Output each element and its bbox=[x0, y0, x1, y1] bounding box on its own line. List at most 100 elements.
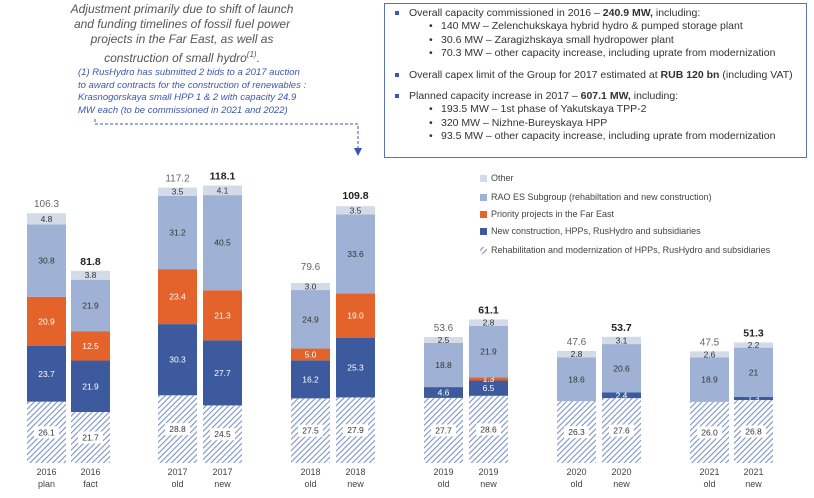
value-label: 2.8 bbox=[483, 318, 495, 328]
x-tick-label: 2018 new bbox=[345, 467, 366, 489]
value-label: 40.5 bbox=[214, 238, 231, 248]
label-bg bbox=[431, 424, 456, 437]
total-label: 118.1 bbox=[210, 170, 236, 182]
bar-segment bbox=[203, 290, 242, 341]
note-subitem: 140 MW – Zelenchukskaya hybrid hydro & p… bbox=[409, 20, 798, 34]
value-label: 18.8 bbox=[435, 360, 452, 370]
x-tick-label: 2019 new bbox=[478, 467, 499, 489]
note-subitem: 193.5 MW – 1st phase of Yakutskaya TPP-2 bbox=[409, 103, 798, 117]
bar-segment bbox=[158, 269, 197, 325]
value-label: 27.7 bbox=[435, 425, 452, 435]
total-label: 81.8 bbox=[80, 256, 101, 268]
bar-segment bbox=[291, 290, 330, 349]
x-tick-label: 2016 fact bbox=[80, 467, 101, 489]
bar-segment bbox=[27, 296, 66, 346]
bar-segment bbox=[690, 357, 729, 402]
legend-label: Rehabilitation and modernization of HPPs… bbox=[491, 245, 771, 255]
value-label: 3.5 bbox=[172, 187, 184, 197]
value-label: 18.6 bbox=[568, 374, 585, 384]
value-label: 23.7 bbox=[38, 369, 55, 379]
value-label: 21.7 bbox=[82, 433, 99, 443]
total-label: 106.3 bbox=[34, 199, 59, 210]
value-label: 20.6 bbox=[613, 363, 630, 373]
value-label: 28.6 bbox=[480, 424, 497, 434]
bar-segment bbox=[557, 357, 596, 402]
value-label: 27.9 bbox=[347, 425, 364, 435]
bar-segment bbox=[602, 344, 641, 393]
bar-segment bbox=[203, 185, 242, 196]
value-label: 16.2 bbox=[302, 374, 319, 384]
value-label: 21.9 bbox=[480, 347, 497, 357]
value-label: 4.8 bbox=[41, 214, 53, 224]
legend-swatch bbox=[480, 175, 487, 182]
note-item: Overall capacity commissioned in 2016 – … bbox=[393, 7, 798, 61]
note-sublist: 140 MW – Zelenchukskaya hybrid hydro & p… bbox=[409, 20, 798, 61]
value-label: 18.9 bbox=[701, 375, 718, 385]
note-text: Overall capex limit of the Group for 201… bbox=[409, 68, 661, 81]
note-subitem: 30.6 MW – Zaragizhskaya small hydropower… bbox=[409, 34, 798, 48]
bar-segment bbox=[158, 324, 197, 396]
label-bg bbox=[210, 428, 235, 441]
bar-segment bbox=[336, 214, 375, 294]
bar-segment bbox=[291, 348, 330, 361]
bar-segment bbox=[690, 351, 729, 358]
value-label: 2.8 bbox=[571, 349, 583, 359]
legend-swatch bbox=[480, 194, 487, 201]
value-label: 6.5 bbox=[483, 383, 495, 393]
legend-swatch bbox=[480, 247, 487, 254]
subtitle-end: . bbox=[256, 51, 260, 65]
label-bg bbox=[564, 426, 589, 439]
value-label: 12.5 bbox=[82, 341, 99, 351]
note-text: Overall capacity commissioned in 2016 – bbox=[409, 7, 603, 19]
x-tick-label: 2017 new bbox=[212, 467, 233, 489]
note-subitem: 70.3 MW – other capacity increase, inclu… bbox=[409, 47, 798, 61]
value-label: 2.6 bbox=[704, 349, 716, 359]
total-label: 51.3 bbox=[743, 327, 764, 339]
value-label: 24.5 bbox=[214, 429, 231, 439]
value-label: 20.9 bbox=[38, 316, 55, 326]
value-label: 2.5 bbox=[438, 335, 450, 345]
value-label: 24.9 bbox=[302, 314, 319, 324]
value-label: 5.0 bbox=[305, 349, 317, 359]
note-item: Planned capacity increase in 2017 – 607.… bbox=[393, 90, 798, 144]
total-label: 61.1 bbox=[478, 304, 499, 316]
value-label: 1.3 bbox=[483, 374, 495, 384]
legend-label: Priority projects in the Far East bbox=[491, 209, 615, 219]
label-bg bbox=[78, 431, 103, 444]
value-label: 1.3 bbox=[748, 393, 760, 403]
value-label: 26.1 bbox=[38, 427, 55, 437]
bar-segment bbox=[734, 347, 773, 397]
bar-segment bbox=[71, 279, 110, 332]
value-label: 3.5 bbox=[350, 205, 362, 215]
note-text: (including VAT) bbox=[719, 68, 793, 81]
value-label: 31.2 bbox=[169, 227, 186, 237]
subtitle: Adjustment primarily due to shift of lau… bbox=[62, 2, 302, 66]
bar-segment bbox=[424, 342, 463, 388]
total-label: 47.6 bbox=[567, 337, 587, 348]
value-label: 26.0 bbox=[701, 427, 718, 437]
bar-segment bbox=[469, 377, 508, 381]
total-label: 117.2 bbox=[165, 174, 190, 185]
subtitle-text: Adjustment primarily due to shift of lau… bbox=[70, 2, 294, 65]
bar-segment bbox=[734, 342, 773, 348]
note-text: 240.9 MW, bbox=[602, 7, 653, 19]
note-text: Planned capacity increase in 2017 – bbox=[409, 90, 581, 103]
bar-segment bbox=[27, 224, 66, 297]
value-label: 21 bbox=[749, 367, 759, 377]
bar-segment bbox=[469, 325, 508, 378]
value-label: 2.4 bbox=[616, 390, 628, 400]
value-label: 27.6 bbox=[613, 426, 630, 436]
bar-segment bbox=[291, 282, 330, 291]
footnote: (1) RusHydro has submitted 2 bids to a 2… bbox=[78, 67, 307, 116]
value-label: 23.4 bbox=[169, 292, 186, 302]
bar-segment bbox=[158, 195, 197, 270]
total-label: 53.7 bbox=[611, 322, 632, 334]
note-text: RUB 120 bn bbox=[660, 68, 720, 81]
bar-segment bbox=[424, 387, 463, 398]
note-text: including: bbox=[652, 7, 701, 19]
value-label: 3.1 bbox=[616, 335, 628, 345]
label-bg bbox=[298, 424, 323, 437]
notes-box: Overall capacity commissioned in 2016 – … bbox=[384, 3, 807, 158]
